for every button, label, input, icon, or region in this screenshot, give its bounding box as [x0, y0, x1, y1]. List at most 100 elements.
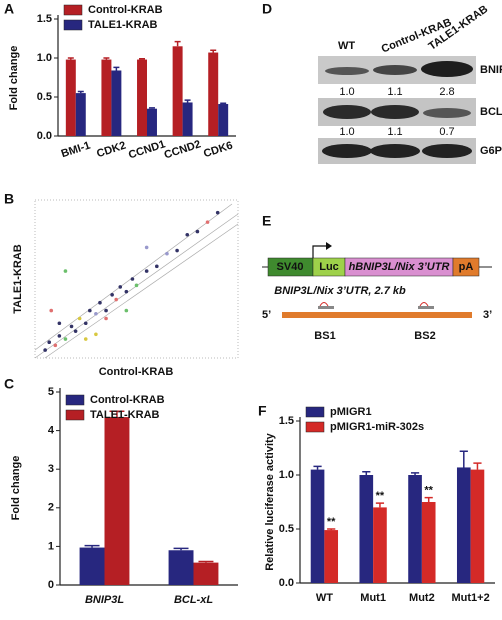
error-bar [327, 528, 336, 531]
point [69, 324, 74, 329]
y-tick-label: 1.5 [279, 415, 294, 427]
bar [172, 46, 183, 136]
significance: ** [376, 490, 385, 502]
point [63, 337, 68, 341]
bar [182, 102, 193, 136]
band [422, 144, 472, 158]
bar [75, 93, 86, 136]
bar [147, 108, 157, 136]
legend-swatch [65, 394, 85, 406]
legend-label: TALE1-KRAB [88, 19, 158, 31]
x-axis-label: Control-KRAB [99, 366, 174, 378]
error-bar [198, 560, 214, 563]
point [215, 210, 220, 215]
point [53, 343, 58, 348]
legend-label: Control-KRAB [88, 4, 163, 16]
quantification: 2.8 [439, 86, 454, 98]
bar [193, 562, 219, 585]
point [73, 329, 78, 333]
legend-swatch [305, 406, 325, 418]
y-tick-label: 1 [48, 540, 54, 552]
point [104, 308, 108, 313]
error-bar [313, 465, 322, 470]
significance: ** [327, 516, 336, 528]
quantification: 1.1 [387, 86, 402, 98]
guide-line [34, 203, 233, 351]
point [94, 332, 98, 337]
y-tick-label: 0.0 [37, 130, 52, 142]
y-tick-label: 0.5 [279, 523, 294, 535]
point [124, 289, 129, 294]
error-bar [424, 496, 433, 502]
legend-label: Control-KRAB [90, 394, 165, 406]
point [88, 308, 92, 313]
blot: WT Control-KRAB TALE1-KRAB BNIP3L BCL-xL… [318, 3, 502, 164]
panel-label: A [4, 1, 14, 17]
bar [208, 52, 219, 136]
utr-bar [282, 312, 472, 318]
point [114, 297, 118, 302]
bar [421, 502, 436, 583]
promoter-arrow [312, 245, 326, 258]
y-tick-label: 1.0 [279, 469, 294, 481]
error-bar [113, 66, 120, 71]
x-tick-label: BNIP3L [85, 594, 124, 606]
error-bar [148, 107, 155, 109]
quantification: 1.1 [387, 126, 402, 138]
x-tick-label: BCL-xL [174, 594, 213, 606]
pa-box [452, 257, 480, 277]
panel-label: F [258, 403, 267, 419]
quantification: 1.0 [339, 86, 354, 98]
error-bar [210, 49, 217, 53]
error-bar [173, 547, 189, 551]
y-axis-label: Relative luciferase activity [264, 432, 276, 570]
binding-site-mark [419, 302, 429, 307]
y-axis-label: TALE1-KRAB [12, 244, 24, 314]
point [43, 348, 47, 352]
y-tick-label: 3 [48, 463, 54, 475]
point [205, 220, 210, 224]
utr-title: BNIP3L/Nix 3’UTR, 2.7 kb [274, 285, 406, 297]
band [421, 61, 473, 77]
point [185, 232, 190, 237]
site-label: BS2 [414, 330, 435, 342]
error-bar [139, 58, 146, 60]
row-label: BNIP3L [480, 64, 502, 76]
bar [111, 70, 122, 136]
row-label: BCL-xL [480, 106, 502, 118]
x-tick-label: CDK6 [202, 140, 234, 161]
point [144, 245, 149, 250]
error-bar [459, 450, 468, 468]
y-tick-label: 0.0 [279, 577, 294, 589]
binding-site-mark [319, 302, 329, 307]
site-label: BS1 [314, 330, 335, 342]
row-label: G6PD [480, 145, 502, 157]
lane-label: WT [338, 40, 355, 52]
error-bar [109, 410, 125, 418]
three-prime: 3’ [483, 309, 492, 321]
bar [310, 469, 325, 583]
quantification: 1.0 [339, 126, 354, 138]
point [134, 283, 139, 288]
bar [456, 467, 471, 583]
significance: ** [424, 485, 433, 497]
point [77, 316, 82, 321]
band [323, 105, 371, 119]
bar [137, 59, 147, 137]
y-axis-label: Fold change [8, 46, 20, 111]
y-axis-label: Fold change [10, 456, 22, 521]
band [322, 144, 372, 158]
point [110, 293, 114, 297]
x-tick-label: Mut1 [360, 592, 386, 604]
band [423, 108, 471, 118]
error-bar [67, 57, 74, 60]
x-tick-label: BMI-1 [60, 140, 92, 161]
bar [218, 104, 229, 136]
quantification: 0.7 [439, 126, 454, 138]
legend-label: pMIGR1 [330, 406, 372, 418]
legend-label: TALE1-KRAB [90, 409, 160, 421]
binding-site [418, 306, 434, 309]
point [118, 285, 123, 289]
panel-label: C [4, 376, 14, 392]
